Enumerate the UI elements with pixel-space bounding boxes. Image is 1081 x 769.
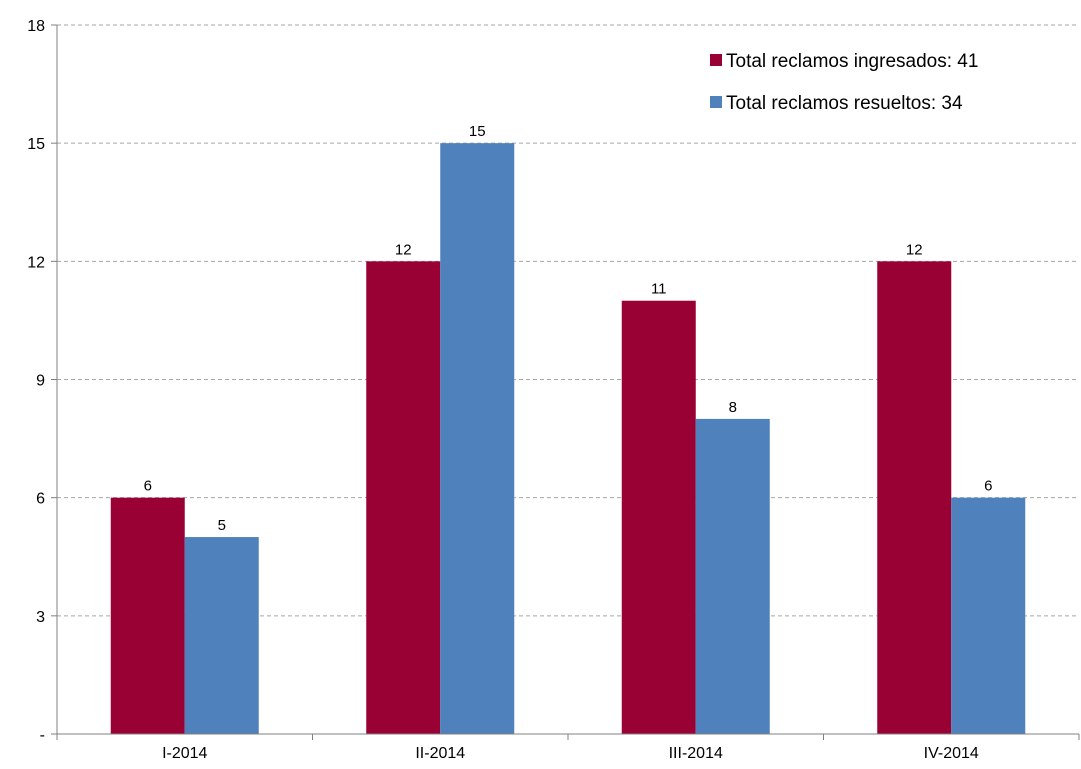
y-tick-label: 15 <box>27 136 45 153</box>
data-label: 6 <box>144 478 152 495</box>
data-label: 12 <box>395 241 412 258</box>
grid-lines <box>57 24 1079 617</box>
legend-label-1: Total reclamos ingresados: 41 <box>726 51 978 72</box>
x-tick-label: IV-2014 <box>924 745 979 762</box>
y-tick-label: - <box>40 727 45 744</box>
y-tick-label: 9 <box>36 373 45 390</box>
bar-series-1 <box>877 261 952 734</box>
data-label: 11 <box>651 281 667 298</box>
data-label: 8 <box>729 399 737 416</box>
bar-series-1 <box>621 300 696 734</box>
legend-swatch-2 <box>710 96 722 108</box>
bar-series-2 <box>440 143 515 734</box>
bar-series-1 <box>366 261 441 734</box>
data-labels: 6 5 12 15 11 8 12 6 <box>144 123 993 534</box>
y-tick-label: 12 <box>27 254 45 271</box>
legend-swatch-1 <box>710 54 722 66</box>
bars <box>110 143 1026 734</box>
data-label: 15 <box>469 123 486 140</box>
x-tick-label: I-2014 <box>162 745 207 762</box>
bar-series-2 <box>951 497 1026 734</box>
legend-label-2: Total reclamos resueltos: 34 <box>726 93 963 114</box>
data-label: 12 <box>906 241 923 258</box>
y-tick-label: 18 <box>27 18 45 35</box>
data-label: 6 <box>984 478 992 495</box>
y-tick-label: 6 <box>36 491 45 508</box>
bar-series-2 <box>184 537 259 734</box>
x-tick-label: II-2014 <box>415 745 465 762</box>
legend: Total reclamos ingresados: 41 Total recla… <box>710 51 978 114</box>
data-label: 5 <box>218 517 226 534</box>
axes: - 3 6 9 12 15 18 I-2014 II-2014 III-2014 IV-2014 <box>27 18 1080 762</box>
bar-series-1 <box>110 497 185 734</box>
x-tick-label: III-2014 <box>669 745 723 762</box>
bar-series-2 <box>695 418 770 734</box>
y-tick-label: 3 <box>36 609 45 626</box>
